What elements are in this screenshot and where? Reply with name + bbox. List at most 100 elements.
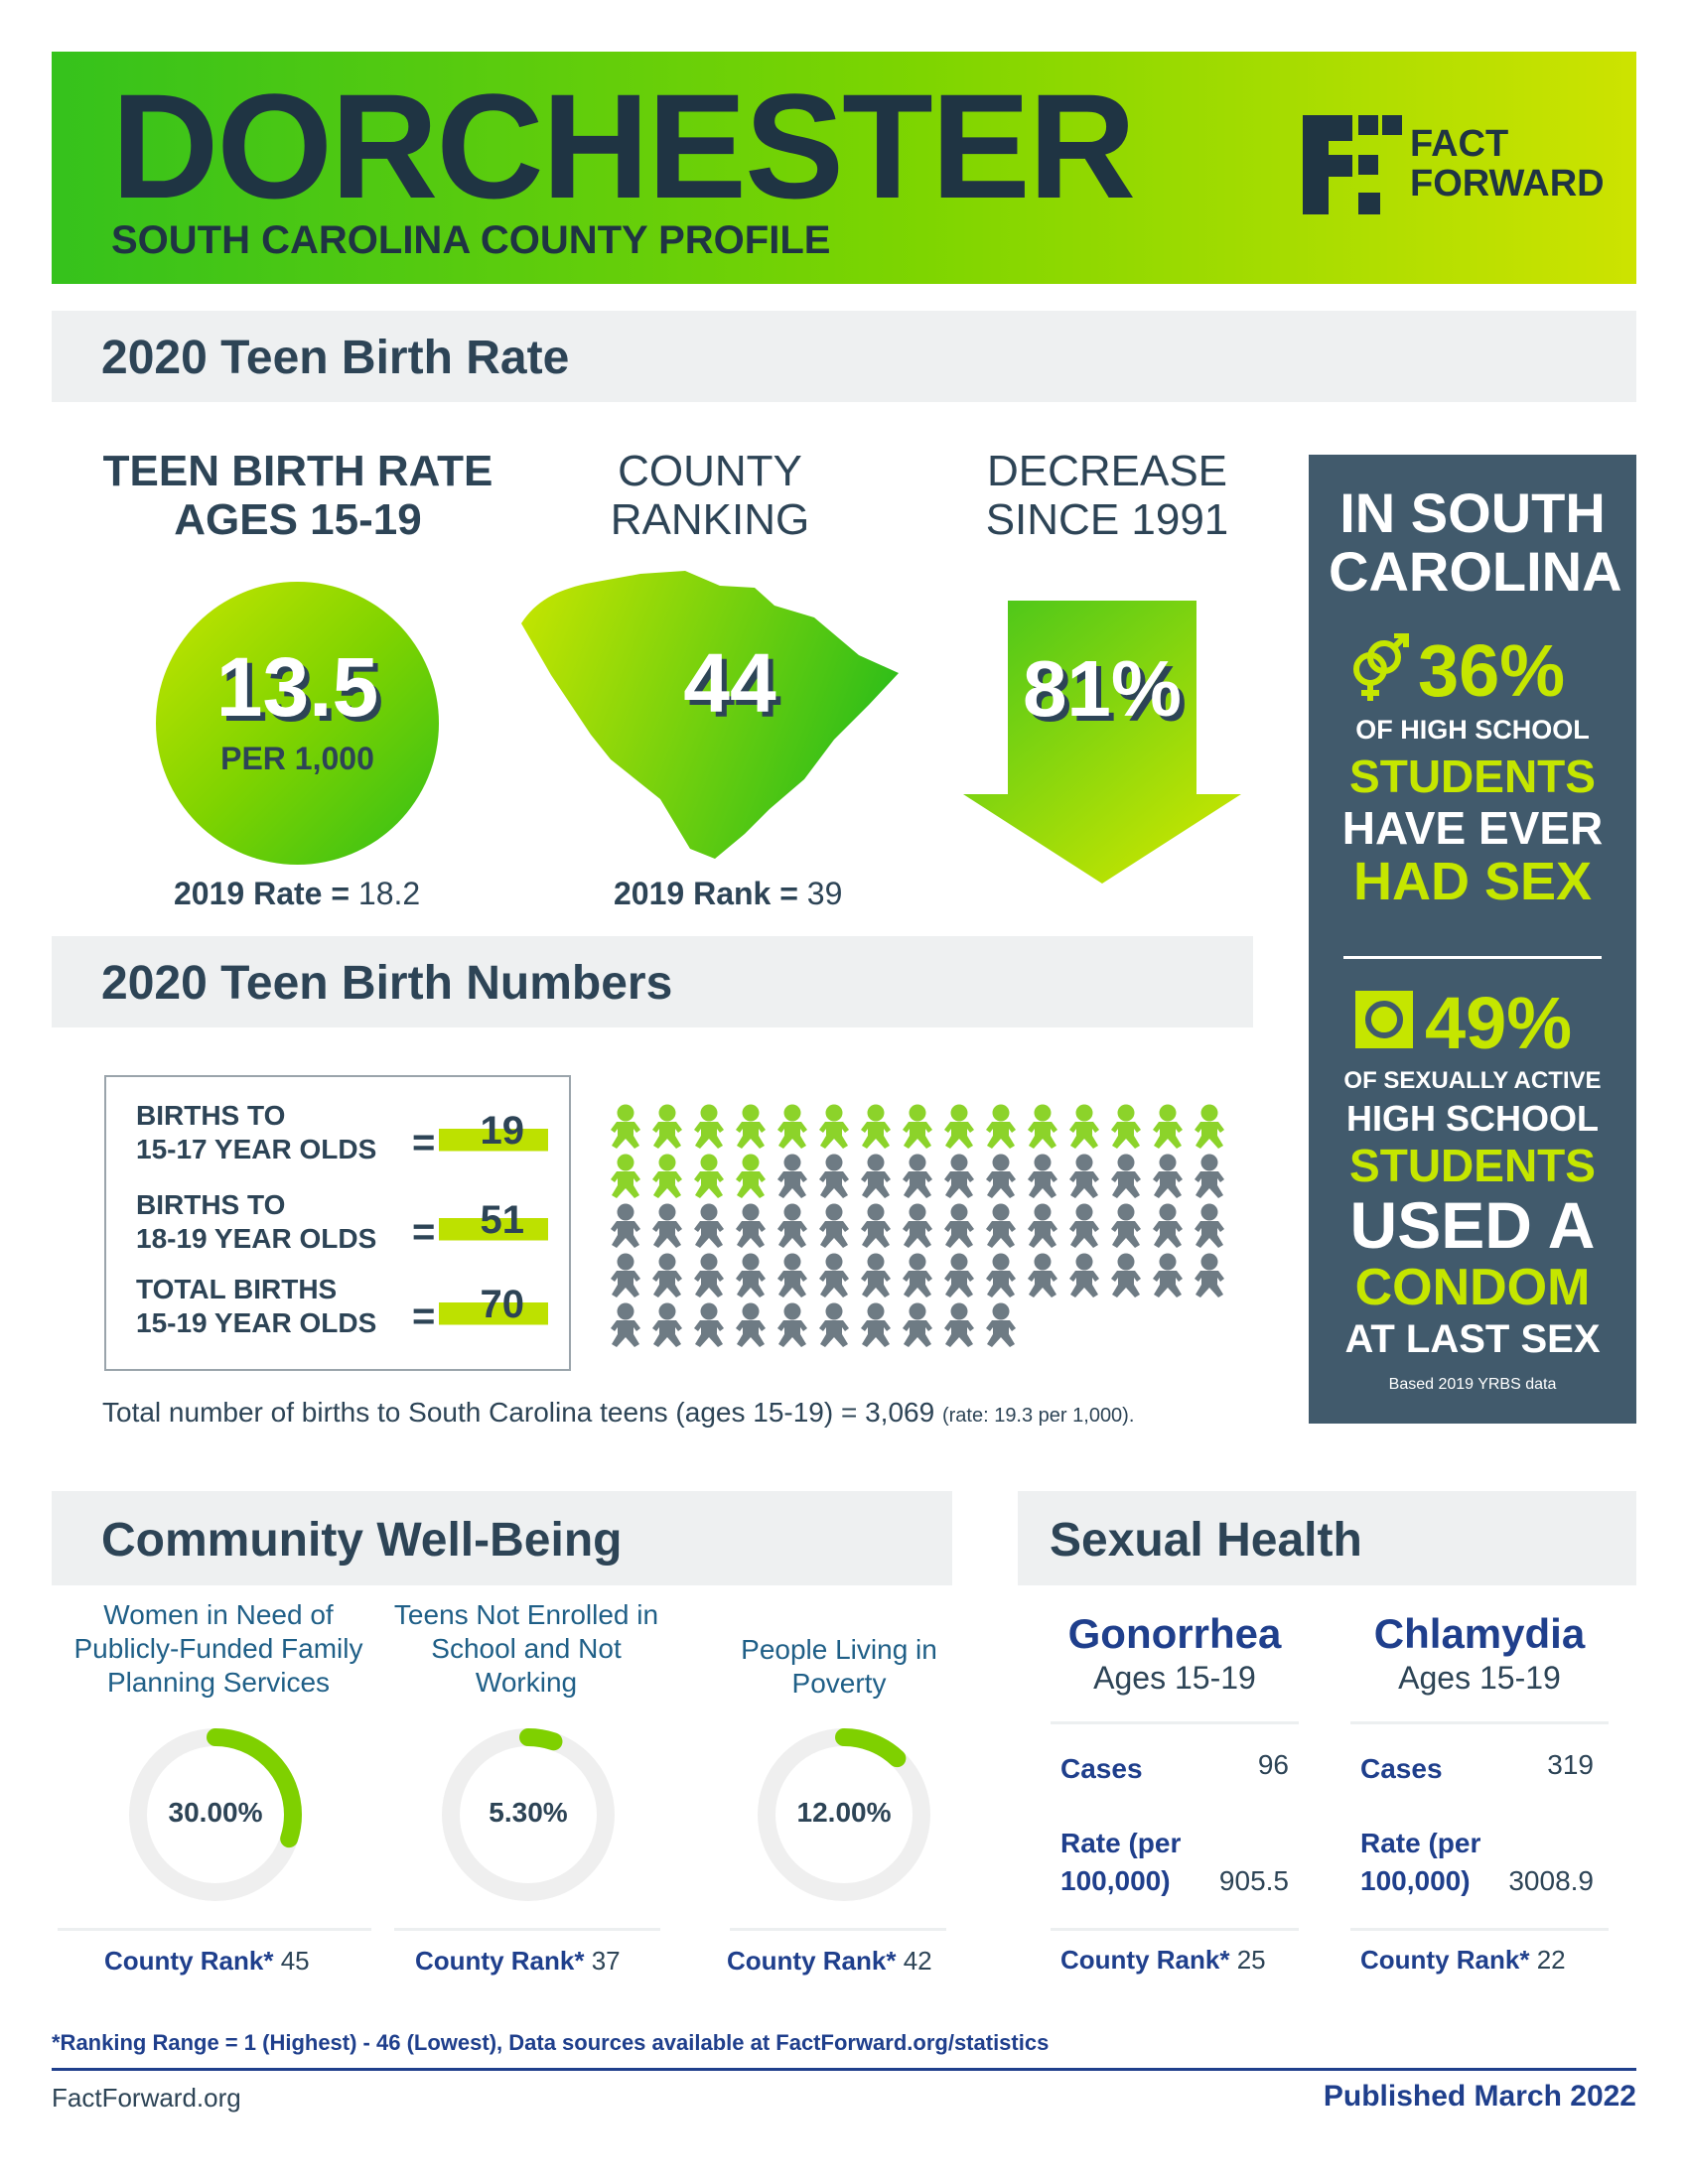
gonorrhea-rank-label: County Rank* — [1060, 1945, 1230, 1975]
community-band: Community Well-Being — [52, 1491, 952, 1585]
row3-equals: = — [412, 1295, 436, 1338]
baby-icon — [736, 1154, 766, 1198]
baby-icon — [1111, 1253, 1141, 1297]
metric1-value: 30.00% — [168, 1797, 263, 1828]
rate-circle: 13.5 PER 1,000 — [156, 582, 439, 865]
panel-note: Based 2019 YRBS data — [1388, 1376, 1557, 1393]
metric1-divider — [58, 1928, 371, 1931]
metric1-donut — [129, 1728, 302, 1901]
baby-icon — [736, 1302, 766, 1347]
metric2-rank-label: County Rank* — [415, 1946, 585, 1976]
teen-birth-numbers-band: 2020 Teen Birth Numbers — [52, 936, 1253, 1027]
baby-icon — [777, 1203, 807, 1248]
gonorrhea-rank: County Rank* 25 — [1060, 1945, 1266, 1976]
donut-arc — [758, 1728, 930, 1901]
row1-label1: BIRTHS TO — [136, 1100, 286, 1131]
baby-icon — [903, 1253, 932, 1297]
baby-icon — [903, 1104, 932, 1149]
sc-total-note-rate: (rate: 19.3 per 1,000). — [941, 1405, 1135, 1427]
metric3-donut — [758, 1728, 930, 1901]
baby-icon — [819, 1302, 849, 1347]
baby-icon — [861, 1253, 891, 1297]
row3-value: 70 — [439, 1283, 548, 1334]
baby-icon — [611, 1203, 640, 1248]
baby-icon — [944, 1203, 974, 1248]
metric2-rank-value: 37 — [591, 1946, 621, 1976]
gonorrhea-rate-label-2: 100,000) — [1060, 1865, 1171, 1896]
chlamydia-card: Chlamydia Ages 15-19 Cases 319 Rate (per… — [1350, 1610, 1609, 1975]
sexual-health-band: Sexual Health — [1018, 1491, 1636, 1585]
baby-icon — [652, 1154, 682, 1198]
gonorrhea-title: Gonorrhea — [1067, 1610, 1282, 1657]
logo-text-fact: FACT — [1410, 123, 1509, 165]
panel-divider — [1343, 956, 1602, 959]
chlamydia-title: Chlamydia — [1373, 1610, 1586, 1657]
rate-2019-value: 18.2 — [357, 876, 421, 911]
baby-icon — [694, 1302, 724, 1347]
baby-icon — [1028, 1253, 1057, 1297]
baby-icon — [819, 1154, 849, 1198]
row3-label1: TOTAL BIRTHS — [136, 1274, 338, 1304]
baby-icon — [652, 1203, 682, 1248]
rank-2019: 2019 Rank = 39 — [614, 876, 842, 912]
gonorrhea-divider-bottom — [1051, 1928, 1299, 1931]
baby-icon — [861, 1104, 891, 1149]
rate-heading: TEEN BIRTH RATE AGES 15-19 — [102, 447, 493, 545]
south-carolina-map-icon — [521, 571, 899, 859]
sc-total-note: Total number of births to South Carolina… — [102, 1397, 1134, 1429]
donut-arc — [129, 1728, 302, 1901]
chlamydia-divider-bottom — [1350, 1928, 1609, 1931]
stat2-line3: STUDENTS — [1349, 1140, 1596, 1191]
row1-label2: 15-17 YEAR OLDS — [136, 1134, 377, 1164]
baby-icon — [944, 1302, 974, 1347]
baby-icon — [1069, 1203, 1099, 1248]
baby-icon — [819, 1104, 849, 1149]
baby-icon — [1153, 1203, 1183, 1248]
footer-published: Published March 2022 — [1323, 2080, 1636, 2113]
metric-teens-not-enrolled: Teens Not Enrolled in School and Not Wor… — [382, 1598, 670, 1866]
stat2-line5: CONDOM — [1354, 1259, 1591, 1316]
gonorrhea-rank-value: 25 — [1236, 1945, 1266, 1975]
metric3-rank-label: County Rank* — [727, 1946, 897, 1976]
baby-icon — [1195, 1203, 1224, 1248]
baby-icon — [611, 1302, 640, 1347]
ranking-value: 44 — [683, 636, 776, 730]
condom-icon — [1355, 991, 1413, 1048]
metric1-rank-label: County Rank* — [104, 1946, 274, 1976]
baby-icon — [944, 1154, 974, 1198]
births-row-15-17: BIRTHS TO 15-17 YEAR OLDS = 19 — [136, 1099, 553, 1168]
baby-icon — [1195, 1253, 1224, 1297]
stat1-value: 36% — [1418, 629, 1566, 712]
gender-icon — [1353, 633, 1409, 701]
baby-icon — [1153, 1154, 1183, 1198]
baby-icon — [1069, 1154, 1099, 1198]
row2-value: 51 — [439, 1198, 548, 1250]
chlamydia-rate-value: 3008.9 — [1508, 1865, 1594, 1896]
metric2-rank: County Rank* 37 — [415, 1946, 621, 1977]
decrease-value: 81% — [1022, 644, 1183, 733]
logo-text-forward: FORWARD — [1410, 163, 1605, 205]
baby-icon — [903, 1302, 932, 1347]
baby-icon — [1069, 1253, 1099, 1297]
community-section-title: Community Well-Being — [101, 1514, 623, 1567]
stat1-row: 36% — [1348, 628, 1617, 712]
header-banner: DORCHESTER SOUTH CAROLINA COUNTY PROFILE… — [52, 52, 1636, 284]
stat1-line3: HAVE EVER — [1341, 802, 1604, 854]
sc-total-note-main: Total number of births to South Carolina… — [102, 1397, 935, 1428]
stat2-value: 49% — [1425, 982, 1573, 1064]
baby-icon — [611, 1104, 640, 1149]
gonorrhea-divider-top — [1051, 1721, 1299, 1724]
down-arrow-icon — [963, 601, 1241, 884]
births-row-total: TOTAL BIRTHS 15-19 YEAR OLDS = 70 — [136, 1273, 553, 1342]
row1-value: 19 — [439, 1109, 548, 1160]
baby-icon — [819, 1253, 849, 1297]
baby-icon — [986, 1253, 1016, 1297]
baby-icon — [1111, 1104, 1141, 1149]
stat1-line4: HAD SEX — [1352, 852, 1593, 911]
footer-site-link[interactable]: FactForward.org — [52, 2083, 241, 2113]
chlamydia-rank: County Rank* 22 — [1360, 1945, 1566, 1976]
teen-birth-numbers-section-title: 2020 Teen Birth Numbers — [101, 957, 673, 1010]
metric2-donut — [442, 1728, 615, 1901]
teen-birth-rate-section-title: 2020 Teen Birth Rate — [101, 332, 570, 384]
metric2-title: Teens Not Enrolled in School and Not Wor… — [393, 1599, 659, 1699]
